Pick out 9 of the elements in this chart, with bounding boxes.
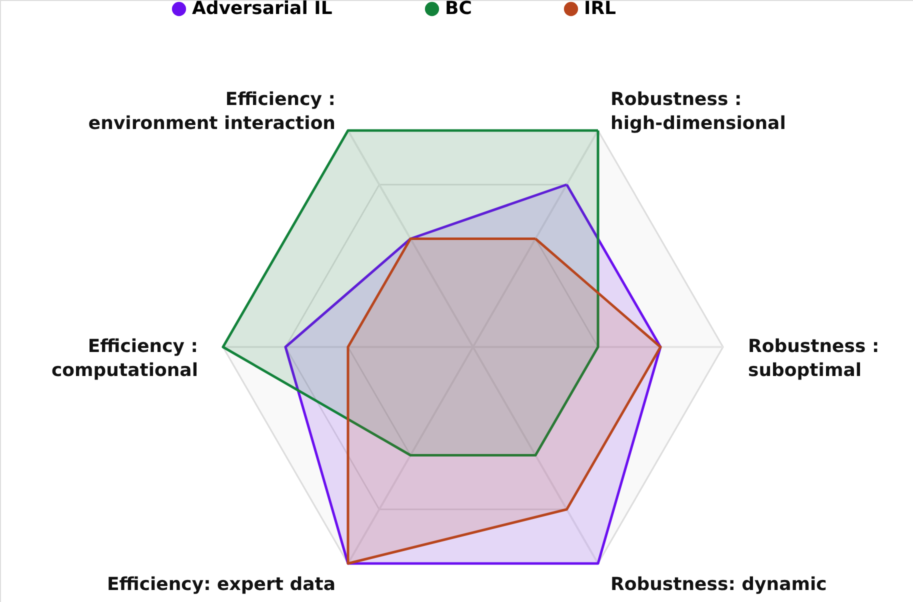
spoke-label: Robustness : high-dimensional xyxy=(610,88,786,134)
spoke-label: Efficiency : environment interaction xyxy=(88,88,336,134)
spoke-label: Robustness: dynamic xyxy=(610,574,827,596)
spoke-label: Efficiency: expert data xyxy=(106,574,336,596)
legend-label: BC xyxy=(445,0,472,19)
legend-label: Adversarial IL xyxy=(192,0,332,19)
legend-label: IRL xyxy=(584,0,616,19)
spoke-label: Efficiency : computational xyxy=(51,336,198,381)
spoke-label: Robustness : suboptimal xyxy=(748,336,880,381)
